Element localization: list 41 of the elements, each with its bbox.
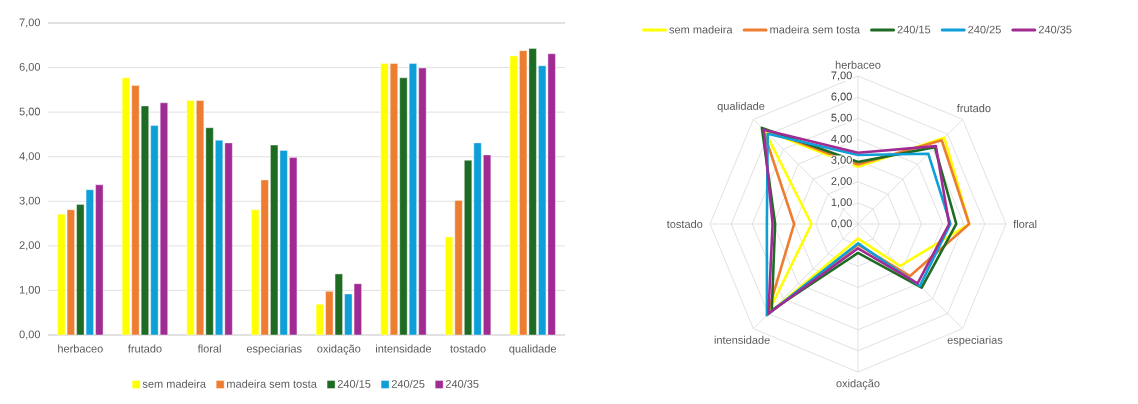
x-tick-label: qualidade xyxy=(509,344,557,355)
legend-label: sem madeira xyxy=(669,25,733,34)
y-tick-label: 6,00 xyxy=(831,92,852,102)
x-tick-label: tostado xyxy=(450,344,486,353)
legend-label: sem madeira xyxy=(142,379,206,388)
legend-label: 240/25 xyxy=(968,25,1001,34)
y-tick-label: 1,00 xyxy=(831,198,852,208)
y-tick-label: 2,00 xyxy=(831,177,852,187)
legend-label: 240/35 xyxy=(445,379,479,388)
x-tick-label: floral xyxy=(197,344,221,353)
y-tick-label: 6,00 xyxy=(19,63,41,73)
legend-label: madeira sem tosta xyxy=(770,25,861,34)
x-tick-label: herbaceo xyxy=(58,344,103,353)
x-tick-label: frutado xyxy=(127,344,162,353)
legend-label: 240/15 xyxy=(897,25,931,34)
x-tick-label: oxidação xyxy=(317,344,361,355)
legend-label: 240/35 xyxy=(1038,25,1072,34)
legend-label: 240/15 xyxy=(337,379,371,388)
spoke-label: floral xyxy=(1013,219,1037,229)
y-tick-label: 4,00 xyxy=(19,152,41,162)
legend-label: madeira sem tosta xyxy=(227,379,317,388)
spoke-label: qualidade xyxy=(717,101,765,113)
x-tick-label: intensidade xyxy=(376,344,432,353)
x-tick-label: especiarias xyxy=(246,344,302,355)
y-tick-label: 7,00 xyxy=(19,18,41,28)
y-tick-label: 0,00 xyxy=(831,219,852,229)
y-tick-label: 7,00 xyxy=(831,71,852,81)
spoke-label: tostado xyxy=(666,219,703,229)
spoke-label: oxidação xyxy=(836,379,880,390)
y-tick-label: 3,00 xyxy=(831,156,852,166)
y-tick-label: 4,00 xyxy=(831,134,852,144)
y-tick-label: 0,00 xyxy=(19,330,41,340)
y-tick-label: 3,00 xyxy=(19,196,41,206)
legend-label: 240/25 xyxy=(391,379,425,388)
spoke-label: herbaceo xyxy=(835,60,881,69)
spoke-label: frutado xyxy=(956,104,991,113)
y-tick-label: 5,00 xyxy=(19,107,41,117)
y-tick-label: 5,00 xyxy=(831,113,852,123)
y-tick-label: 1,00 xyxy=(19,285,41,295)
y-tick-label: 2,00 xyxy=(19,241,41,251)
spoke-label: intensidade xyxy=(714,335,770,344)
